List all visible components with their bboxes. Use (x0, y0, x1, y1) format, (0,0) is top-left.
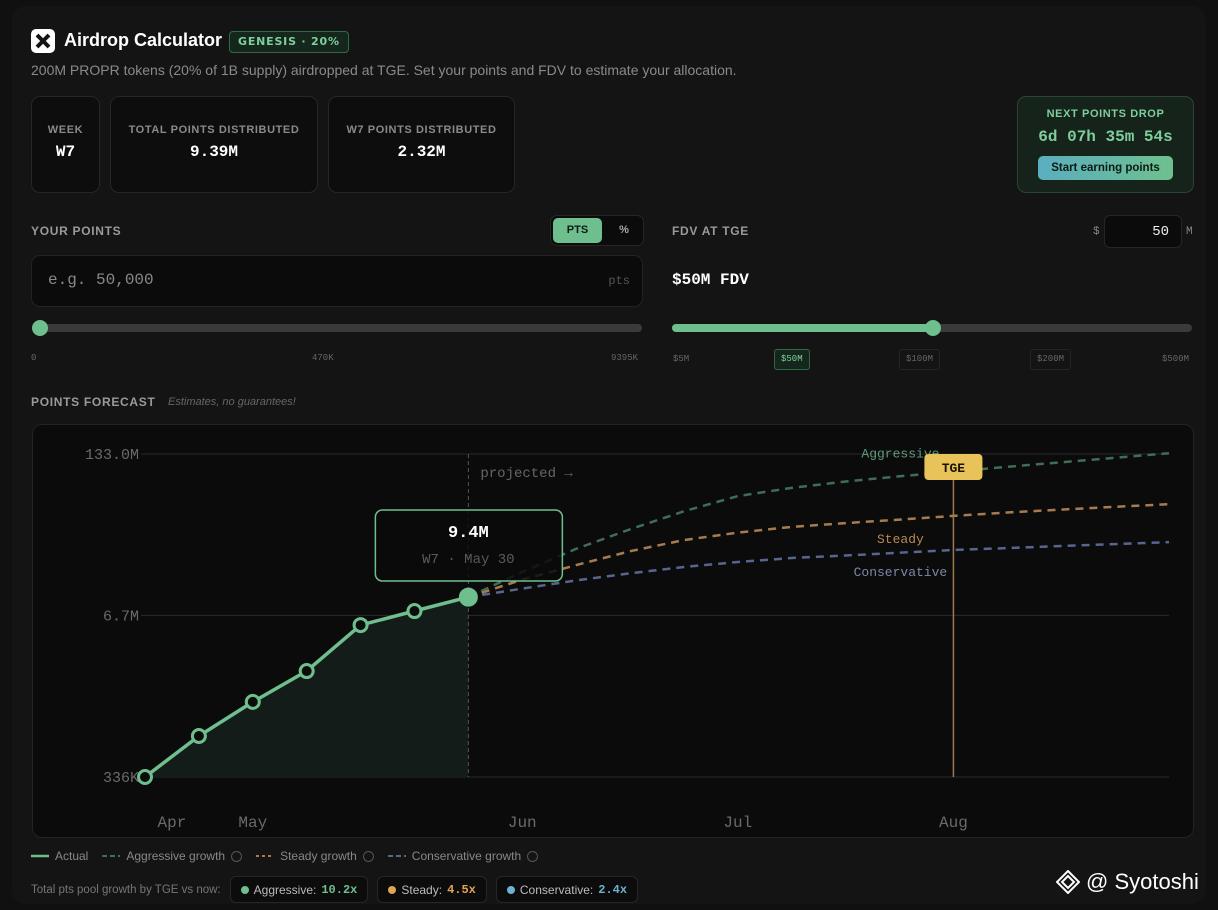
chip-name: Conservative: (519, 882, 594, 897)
next-drop-label: NEXT POINTS DROP (1046, 108, 1165, 120)
data-point (244, 693, 261, 710)
data-point (137, 769, 153, 785)
stat-value: 9.39M (189, 143, 238, 161)
y-tick-label: 336K (103, 770, 139, 787)
fdv-suffix: M (1186, 226, 1193, 238)
fdv-input[interactable]: 50 (1104, 215, 1182, 248)
fdv-preset[interactable]: $50M (774, 349, 810, 370)
x-tick-label: May (238, 814, 267, 832)
growth-summary: Total pts pool growth by TGE vs now: Agg… (31, 876, 639, 903)
legend-item: Conservative growth (387, 849, 539, 863)
legend-label: Actual (55, 849, 89, 863)
fdv-preset[interactable]: $200M (1030, 349, 1072, 370)
fdv-preset[interactable]: $100M (899, 349, 941, 370)
x-tick-label: Jun (508, 814, 537, 832)
tge-badge (924, 454, 983, 480)
y-tick-label: 133.0M (85, 447, 139, 464)
mode-toggle: PTS % (550, 215, 644, 246)
data-point (298, 663, 315, 680)
legend-label: Conservative growth (411, 849, 522, 863)
fdv-value: 50 (1152, 224, 1169, 240)
summary-label: Total pts pool growth by TGE vs now: (31, 883, 221, 896)
fdv-display: $50M FDV (672, 271, 749, 289)
points-slider[interactable] (40, 324, 642, 332)
chip-name: Steady: (401, 882, 443, 897)
legend-item: Actual (31, 849, 88, 863)
chip-value: 2.4x (598, 882, 628, 897)
x-tick-label: Apr (158, 814, 187, 832)
legend: Actual Aggressive growth Steady growth C… (31, 849, 539, 863)
slider-tick: 9395K (611, 353, 639, 363)
data-point (352, 617, 369, 634)
input-suffix: pts (608, 274, 630, 288)
next-drop-card: NEXT POINTS DROP 6d 07h 35m 54s Start ea… (1017, 96, 1194, 193)
slider-tick: 470K (312, 353, 334, 363)
stat-value: 2.32M (397, 143, 446, 161)
fdv-prefix: $ (1093, 226, 1100, 238)
tooltip (374, 509, 564, 582)
fdv-preset[interactable]: $500M (1162, 354, 1190, 364)
legend-label: Steady growth (280, 849, 357, 863)
projection-line (467, 451, 1170, 599)
fdv-label: FDV AT TGE (672, 224, 749, 238)
tge-label: TGE (942, 461, 966, 476)
stat-card: TOTAL POINTS DISTRIBUTED 9.39M (110, 96, 318, 193)
legend-item: Steady growth (256, 849, 374, 863)
tooltip-value: 9.4M (448, 524, 489, 543)
chip-value: 4.5x (447, 882, 476, 897)
area-fill (145, 597, 469, 777)
slider-tick: 0 (31, 353, 37, 363)
series-label: Steady (877, 532, 924, 547)
points-input[interactable]: e.g. 50,000 pts (31, 255, 643, 307)
stat-card: WEEK W7 (31, 96, 100, 193)
forecast-note: Estimates, no guarantees! (168, 396, 296, 408)
watermark: @ Syotoshi (1056, 869, 1199, 895)
stat-card: W7 POINTS DISTRIBUTED 2.32M (328, 96, 515, 193)
data-point (458, 587, 478, 607)
growth-chip: Aggressive: 10.2x (229, 876, 369, 903)
mode-pct[interactable]: % (619, 224, 629, 236)
x-tick-label: Aug (939, 814, 968, 832)
tooltip-sub: W7 · May 30 (422, 552, 514, 568)
countdown: 6d 07h 35m 54s (1038, 128, 1173, 146)
forecast-chart: 336K 6.7M 133.0M Apr May Jun Jul Aug projected →… (32, 424, 1194, 838)
data-point (190, 727, 207, 744)
mode-pts[interactable]: PTS (553, 218, 602, 243)
stat-label: W7 POINTS DISTRIBUTED (346, 124, 497, 136)
x-tick-label: Jul (723, 814, 752, 832)
chip-name: Aggressive: (253, 882, 317, 897)
slider-thumb[interactable] (32, 320, 48, 336)
earn-button[interactable]: Start earning points (1038, 156, 1173, 180)
stat-label: WEEK (47, 124, 84, 136)
series-label: Aggressive (861, 447, 939, 462)
projected-label: projected → (480, 466, 573, 482)
logo (31, 29, 55, 53)
growth-chip: Conservative: 2.4x (495, 876, 639, 903)
series-label: Conservative (854, 565, 948, 580)
projection-line (468, 540, 1170, 599)
points-label: YOUR POINTS (31, 224, 122, 238)
projection-line (468, 502, 1170, 599)
data-point (406, 603, 423, 620)
slider-thumb[interactable] (925, 320, 941, 336)
growth-chip: Steady: 4.5x (377, 876, 487, 903)
legend-label: Aggressive growth (126, 849, 226, 863)
stat-label: TOTAL POINTS DISTRIBUTED (128, 124, 300, 136)
fdv-preset[interactable]: $5M (673, 354, 690, 364)
placeholder: e.g. 50,000 (48, 271, 154, 289)
stat-value: W7 (55, 143, 76, 161)
app-title: Airdrop Calculator (64, 30, 223, 50)
watermark-text: @ Syotoshi (1086, 869, 1199, 894)
subtitle: 200M PROPR tokens (20% of 1B supply) air… (31, 62, 737, 78)
badge: GENESIS · 20% (229, 31, 349, 53)
legend-item: Aggressive growth (102, 849, 243, 863)
chip-value: 10.2x (321, 882, 358, 897)
forecast-title: POINTS FORECAST (31, 395, 156, 409)
y-tick-label: 6.7M (103, 608, 139, 625)
fdv-slider-fill (672, 324, 934, 332)
